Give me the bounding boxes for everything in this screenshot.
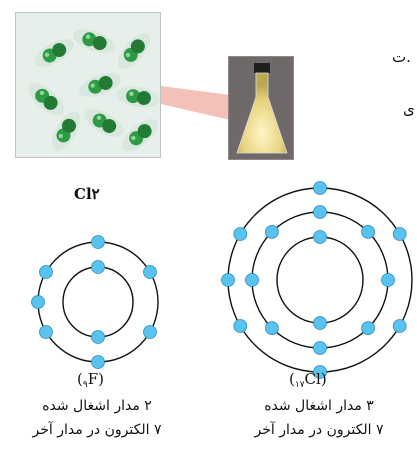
- fluorine-element: F: [88, 370, 98, 388]
- chlorine-outer-text: ۷ الکترون در مدار آخر: [245, 422, 393, 438]
- fluorine-electron: [144, 266, 157, 279]
- chlorine-electron: [265, 225, 278, 238]
- chlorine-electron: [314, 182, 327, 195]
- fluorine-orbit: [63, 267, 133, 337]
- chlorine-electron: [234, 320, 247, 333]
- chlorine-electron: [314, 231, 327, 244]
- chlorine-orbits-text: ۳ مدار اشغال شده: [255, 398, 383, 414]
- chlorine-electron: [382, 274, 395, 287]
- chlorine-paren-close: ): [321, 370, 327, 388]
- chlorine-atom-diagram: [222, 182, 413, 379]
- chlorine-electron: [362, 322, 375, 335]
- chlorine-electron: [314, 206, 327, 219]
- fluorine-paren-close: ): [98, 370, 104, 388]
- fluorine-electron: [92, 356, 105, 369]
- chlorine-electron: [393, 320, 406, 333]
- fluorine-electron: [40, 266, 53, 279]
- chlorine-element: Cl: [305, 370, 321, 388]
- chlorine-electron: [222, 274, 235, 287]
- chlorine-electron: [234, 228, 247, 241]
- fluorine-electron: [144, 326, 157, 339]
- fluorine-orbit: [38, 242, 158, 362]
- chlorine-electron: [393, 228, 406, 241]
- fluorine-electron: [92, 331, 105, 344]
- chlorine-electron: [265, 322, 278, 335]
- fluorine-outer-text: ۷ الکترون در مدار آخر: [25, 422, 169, 438]
- chlorine-electron: [362, 225, 375, 238]
- fluorine-orbits-text: ۲ مدار اشغال شده: [33, 398, 161, 414]
- fluorine-electron: [40, 326, 53, 339]
- chlorine-electron: [314, 317, 327, 330]
- fluorine-electron: [92, 236, 105, 249]
- chlorine-electron: [246, 274, 259, 287]
- chlorine-electron: [314, 342, 327, 355]
- chlorine-atomic-number: ۱۷: [295, 380, 305, 390]
- fluorine-symbol: (۹F): [77, 370, 104, 390]
- chlorine-symbol: (۱۷Cl): [289, 370, 327, 390]
- fluorine-electron: [32, 296, 45, 309]
- chlorine-orbit: [277, 237, 363, 323]
- fluorine-electron: [92, 261, 105, 274]
- fluorine-atom-diagram: [32, 236, 159, 369]
